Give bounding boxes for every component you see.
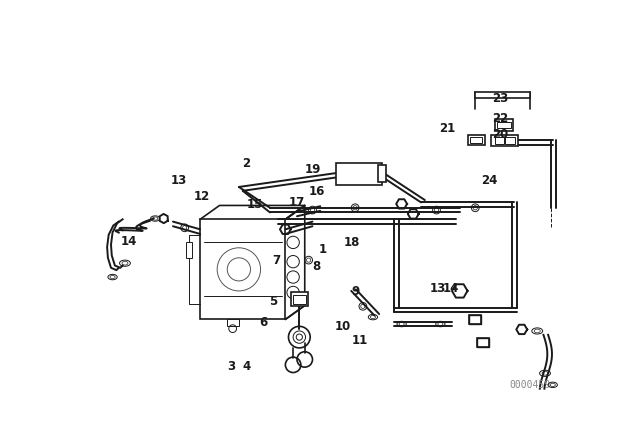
- Text: 13: 13: [171, 174, 188, 187]
- Text: 22: 22: [493, 112, 509, 125]
- Bar: [470, 137, 482, 143]
- Bar: [186, 242, 193, 258]
- Bar: [378, 165, 386, 182]
- Text: 13: 13: [430, 282, 446, 295]
- Text: 8: 8: [312, 260, 320, 273]
- Bar: [469, 315, 481, 324]
- Text: 15: 15: [246, 198, 263, 211]
- Text: 0000459: 0000459: [509, 380, 550, 390]
- Text: 17: 17: [289, 196, 305, 209]
- Text: 7: 7: [272, 254, 280, 267]
- Bar: [293, 295, 305, 304]
- Text: 5: 5: [269, 295, 278, 308]
- Text: 21: 21: [439, 122, 455, 135]
- Bar: [491, 134, 518, 146]
- Bar: [200, 220, 285, 319]
- Bar: [497, 121, 511, 129]
- Bar: [336, 163, 382, 185]
- Text: 14: 14: [120, 235, 137, 248]
- Text: 19: 19: [305, 163, 321, 176]
- Text: 24: 24: [481, 174, 497, 187]
- Bar: [467, 134, 484, 146]
- Bar: [506, 137, 515, 144]
- Text: 11: 11: [352, 334, 369, 347]
- Bar: [477, 338, 489, 347]
- Text: 4: 4: [242, 361, 250, 374]
- Bar: [291, 293, 308, 306]
- Text: 12: 12: [193, 190, 210, 203]
- Bar: [469, 315, 481, 324]
- Text: 14: 14: [443, 282, 459, 295]
- Text: 16: 16: [309, 185, 325, 198]
- Text: 1: 1: [319, 243, 327, 256]
- Bar: [495, 119, 513, 131]
- Text: 20: 20: [493, 128, 509, 141]
- Text: 2: 2: [242, 157, 250, 170]
- Bar: [477, 338, 489, 347]
- Bar: [495, 137, 504, 144]
- Bar: [476, 92, 529, 99]
- Text: 6: 6: [259, 316, 268, 329]
- Text: 18: 18: [344, 236, 360, 249]
- Text: 23: 23: [493, 92, 509, 105]
- Text: 9: 9: [351, 284, 360, 297]
- Text: 3: 3: [227, 361, 236, 374]
- Text: 10: 10: [335, 320, 351, 333]
- Bar: [227, 319, 239, 326]
